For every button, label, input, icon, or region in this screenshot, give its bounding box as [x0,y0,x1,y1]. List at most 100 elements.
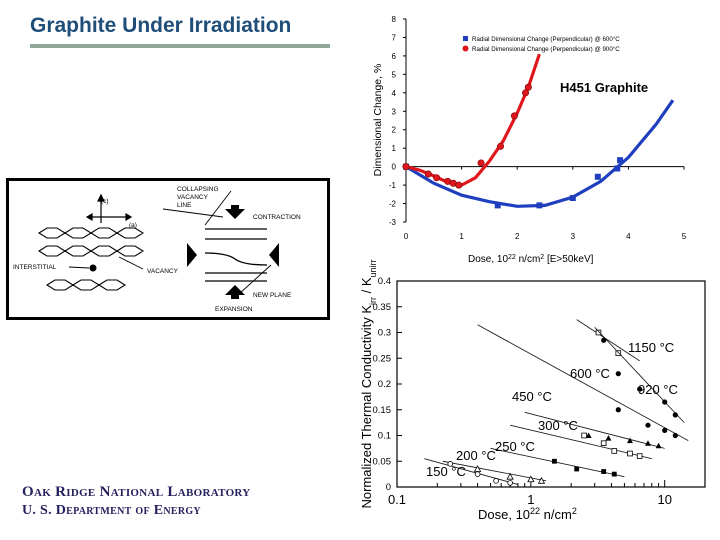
data-point-series-2 [522,89,530,97]
data-point-series-2 [433,174,441,182]
data-point-7 [537,476,546,484]
series-label-1: 1150 °C [628,340,674,355]
x-axis-label: Dose, 1022 n/cm2 [478,506,577,522]
collapsing-label-line3: LINE [177,202,192,209]
data-point-3 [672,432,678,439]
series-label-6: 250 °C [495,439,535,454]
contraction-label: CONTRACTION [253,214,301,221]
legend-marker-series-2 [462,45,469,52]
data-point-4 [655,442,662,449]
data-point-7 [527,475,535,483]
data-point-2 [672,412,678,418]
data-point-6 [552,458,557,464]
series-label-2: 920 °C [638,382,678,397]
data-point-series-2 [402,163,410,171]
y-tick-label: 0 [392,163,397,172]
data-point-1 [615,350,622,356]
y-tick-label: 4 [392,89,397,98]
legend-marker-series-1 [463,36,468,41]
data-point-series-2 [477,159,485,167]
data-point-3 [615,407,621,413]
irradiation-mechanism-diagram: (c) (a) COLLAPSING VACANCY LINE CONTRACT… [6,178,330,320]
y-tick-label: -1 [389,181,397,190]
department-name: U. S. Department of Energy [22,503,201,518]
a-axis-label: (a) [129,222,137,229]
new-plane-label: NEW PLANE [253,292,292,299]
collapsing-label-line2: VACANCY [177,194,209,201]
fit-line-3 [477,324,689,442]
y-tick-label: 0 [386,482,391,493]
data-point-2 [637,386,643,392]
x-tick-label: 0 [404,232,409,241]
slide-title: Graphite Under Irradiation [30,14,292,37]
data-point-series-1 [614,165,621,172]
fit-line-4 [524,411,665,449]
data-point-series-2 [510,112,518,120]
data-point-4 [644,440,651,446]
lattice-planes [204,228,268,282]
data-point-4 [605,435,612,441]
data-point-3 [645,422,651,428]
data-point-5 [636,453,643,459]
y-tick-label: 3 [392,107,397,116]
y-tick-label: 0.4 [378,276,391,287]
data-point-2 [615,371,621,377]
chart-annotation: H451 Graphite [560,80,648,95]
x-tick-label: 3 [571,232,576,241]
mechanism-schematic: (c) (a) COLLAPSING VACANCY LINE CONTRACT… [13,186,301,313]
y-tick-label: 8 [392,15,397,24]
x-axis-label: Dose, 1022 n/cm2 [E>50keV] [468,254,594,266]
data-point-5 [611,448,618,454]
expansion-label: EXPANSION [215,306,253,313]
data-point-5 [581,432,587,439]
data-point-2 [601,337,607,343]
pointer-lines [68,190,272,295]
data-point-series-1 [617,157,624,164]
y-tick-label: 0.1 [378,431,391,442]
data-point-7 [506,472,514,480]
series-label-5: 300 °C [538,418,578,433]
y-tick-label: -2 [389,200,397,209]
data-point-8 [447,461,454,467]
title-divider [30,44,330,48]
graphite-lattice-layers [37,227,145,291]
y-tick-label: -3 [389,218,397,227]
y-tick-label: 6 [392,52,397,61]
y-tick-label: 7 [392,33,397,42]
data-point-8 [493,478,499,484]
y-tick-label: 5 [392,70,397,79]
data-point-4 [626,437,633,444]
c-axis-label: (c) [101,198,109,205]
data-point-8 [507,480,513,486]
y-tick-label: 1 [392,144,397,153]
data-point-5 [600,440,607,447]
fit-line-1 [576,319,640,362]
chart-legend: Radial Dimensional Change (Perpendicular… [462,36,620,53]
data-point-series-2 [497,142,505,150]
x-tick-label: 1 [527,492,534,507]
y-tick-label: 0.3 [378,328,391,339]
interstitial-atom-icon [89,264,97,272]
legend-label-series-1: Radial Dimensional Change (Perpendicular… [472,36,620,43]
data-point-6 [601,469,607,474]
fit-line-8 [424,458,519,485]
data-point-series-2 [424,170,432,178]
fit-curve-series-1 [405,99,675,208]
x-tick-label: 10 [657,492,671,507]
y-axis-label: Dimensional Change, % [372,64,384,177]
y-tick-label: 0.35 [373,302,392,313]
series-label-8: 150 °C [426,464,466,479]
data-point-8 [474,471,481,477]
data-point-1 [595,329,602,336]
y-tick-label: 0.25 [373,353,392,364]
legend-label-series-2: Radial Dimensional Change (Perpendicular… [472,46,620,53]
x-tick-label: 1 [459,232,464,241]
collapsing-label-line1: COLLAPSING [177,186,219,193]
data-point-2 [662,399,668,405]
data-point-4 [585,432,592,438]
data-point-series-2 [524,83,532,91]
data-point-series-1 [494,202,501,209]
y-axis-label: Normalized Thermal Conductivity Kirr / K… [359,259,378,508]
y-tick-label: 0.05 [373,456,392,467]
